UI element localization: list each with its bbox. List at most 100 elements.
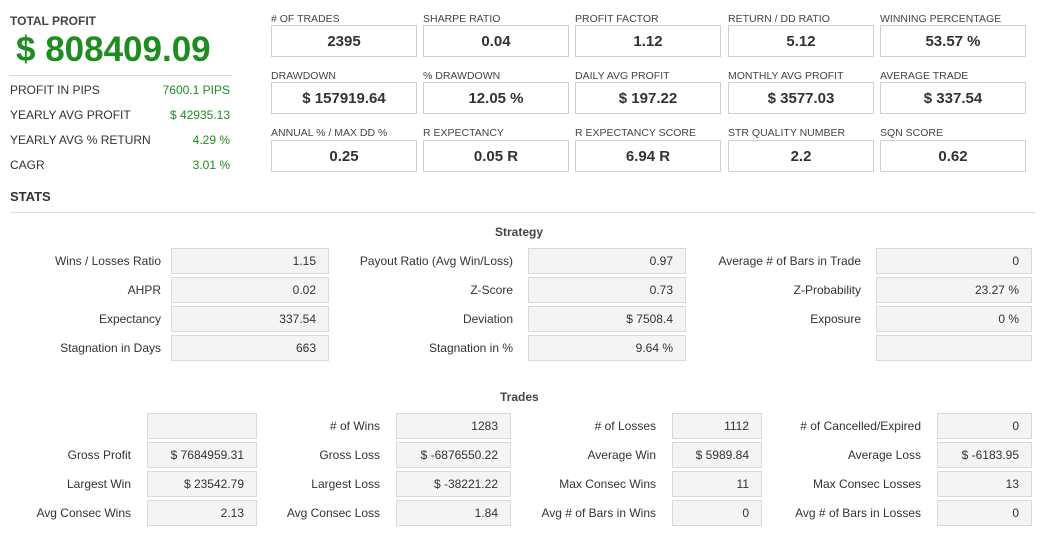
summary-row-label: YEARLY AVG PROFIT — [10, 108, 131, 122]
metric-label-winning-percentage: WINNING PERCENTAGE — [880, 13, 1002, 25]
trades-label-avg-of-bars-in-losses: Avg # of Bars in Losses — [795, 506, 921, 520]
metric-value-profit-factor: 1.12 — [575, 25, 721, 57]
metric-value-r-expectancy: 0.05 R — [423, 140, 569, 172]
summary-row-label: PROFIT IN PIPS — [10, 83, 100, 97]
trades-label-avg-consec-wins: Avg Consec Wins — [36, 506, 131, 520]
strategy-value-ahpr: 0.02 — [171, 277, 329, 303]
strategy-value-expectancy: 337.54 — [171, 306, 329, 332]
trades-label-max-consec-wins: Max Consec Wins — [559, 477, 656, 491]
trades-label-of-losses: # of Losses — [594, 419, 656, 433]
metric-label-drawdown: % DRAWDOWN — [423, 70, 501, 82]
trades-label-average-loss: Average Loss — [847, 448, 921, 462]
metric-label-profit-factor: PROFIT FACTOR — [575, 13, 659, 25]
strategy-label-stagnation-in: Stagnation in % — [428, 341, 513, 355]
summary-row-value: 7600.1 PIPS — [162, 83, 230, 97]
metric-label-annual-max-dd: ANNUAL % / MAX DD % — [271, 127, 388, 139]
metric-value-average-trade: $ 337.54 — [880, 82, 1026, 114]
strategy-value-z-score: 0.73 — [528, 277, 686, 303]
metric-value-monthly-avg-profit: $ 3577.03 — [728, 82, 874, 114]
strategy-value-payout-ratio-avg-win-loss: 0.97 — [528, 248, 686, 274]
metric-value-sharpe-ratio: 0.04 — [423, 25, 569, 57]
trades-value-of-wins: 1283 — [396, 413, 511, 439]
strategy-label-ahpr: AHPR — [127, 283, 161, 297]
trades-value-gross-loss: $ -6876550.22 — [396, 442, 511, 468]
trades-label-gross-loss: Gross Loss — [319, 448, 380, 462]
trades-value-average-loss: $ -6183.95 — [937, 442, 1032, 468]
trades-value-largest-loss: $ -38221.22 — [396, 471, 511, 497]
metric-label-drawdown: DRAWDOWN — [271, 70, 336, 82]
strategy-label-average-of-bars-in-trade: Average # of Bars in Trade — [718, 254, 861, 268]
summary-row-value: $ 42935.13 — [169, 108, 230, 122]
metric-value-return-dd-ratio: 5.12 — [728, 25, 874, 57]
strategy-label-stagnation-in-days: Stagnation in Days — [60, 341, 161, 355]
metric-value-sqn-score: 0.62 — [880, 140, 1026, 172]
stats-divider — [10, 212, 1036, 213]
strategy-value-stagnation-in-days: 663 — [171, 335, 329, 361]
metric-label-of-trades: # OF TRADES — [271, 13, 340, 25]
metric-label-sqn-score: SQN SCORE — [880, 127, 944, 139]
metric-value-of-trades: 2395 — [271, 25, 417, 57]
strategy-label-empty — [0, 335, 861, 361]
strategy-value-empty — [876, 335, 1032, 361]
trades-value-avg-consec-loss: 1.84 — [396, 500, 511, 526]
trades-value-gross-profit: $ 7684959.31 — [147, 442, 257, 468]
metric-label-average-trade: AVERAGE TRADE — [880, 70, 969, 82]
strategy-section-title: Strategy — [495, 225, 544, 239]
summary-row-yearly-avg-return: YEARLY AVG % RETURN 4.29 % — [10, 133, 230, 151]
trades-value-average-win: $ 5989.84 — [672, 442, 762, 468]
summary-row-label: YEARLY AVG % RETURN — [10, 133, 151, 147]
trades-value-avg-of-bars-in-losses: 0 — [937, 500, 1032, 526]
summary-row-cagr: CAGR 3.01 % — [10, 158, 230, 176]
trades-value-avg-consec-wins: 2.13 — [147, 500, 257, 526]
total-profit-value: $ 808409.09 — [16, 30, 211, 69]
strategy-value-average-of-bars-in-trade: 0 — [876, 248, 1032, 274]
trades-label-avg-of-bars-in-wins: Avg # of Bars in Wins — [541, 506, 657, 520]
trades-label-of-cancelled-expired: # of Cancelled/Expired — [800, 419, 921, 433]
trades-section-title: Trades — [500, 390, 539, 404]
trades-value-of-cancelled-expired: 0 — [937, 413, 1032, 439]
trades-value-max-consec-wins: 11 — [672, 471, 762, 497]
summary-divider — [10, 75, 232, 76]
metric-value-str-quality-number: 2.2 — [728, 140, 874, 172]
trades-label-average-win: Average Win — [587, 448, 656, 462]
summary-row-value: 3.01 % — [192, 158, 230, 172]
trades-value-max-consec-losses: 13 — [937, 471, 1032, 497]
trades-label-largest-loss: Largest Loss — [311, 477, 380, 491]
trades-label-avg-consec-loss: Avg Consec Loss — [286, 506, 380, 520]
strategy-value-stagnation-in: 9.64 % — [528, 335, 686, 361]
trades-label-largest-win: Largest Win — [66, 477, 131, 491]
metric-label-return-dd-ratio: RETURN / DD RATIO — [728, 13, 830, 25]
strategy-value-wins-losses-ratio: 1.15 — [171, 248, 329, 274]
metric-value-drawdown: $ 157919.64 — [271, 82, 417, 114]
strategy-label-z-score: Z-Score — [470, 283, 513, 297]
metric-value-winning-percentage: 53.57 % — [880, 25, 1026, 57]
metric-value-r-expectancy-score: 6.94 R — [575, 140, 721, 172]
summary-row-profit-in-pips: PROFIT IN PIPS 7600.1 PIPS — [10, 83, 230, 101]
trades-value-largest-win: $ 23542.79 — [147, 471, 257, 497]
strategy-label-exposure: Exposure — [810, 312, 861, 326]
stats-title: STATS — [10, 189, 51, 204]
summary-row-label: CAGR — [10, 158, 45, 172]
strategy-value-z-probability: 23.27 % — [876, 277, 1032, 303]
strategy-label-deviation: Deviation — [462, 312, 513, 326]
metric-label-str-quality-number: STR QUALITY NUMBER — [728, 127, 846, 139]
metric-value-drawdown: 12.05 % — [423, 82, 569, 114]
strategy-label-z-probability: Z-Probability — [793, 283, 861, 297]
metric-label-r-expectancy-score: R EXPECTANCY SCORE — [575, 127, 696, 139]
trades-label-of-wins: # of Wins — [329, 419, 380, 433]
total-profit-label: TOTAL PROFIT — [10, 14, 96, 28]
strategy-value-deviation: $ 7508.4 — [528, 306, 686, 332]
strategy-value-exposure: 0 % — [876, 306, 1032, 332]
trades-value-of-losses: 1112 — [672, 413, 762, 439]
strategy-label-wins-losses-ratio: Wins / Losses Ratio — [54, 254, 161, 268]
trades-value-avg-of-bars-in-wins: 0 — [672, 500, 762, 526]
trades-value-empty — [147, 413, 257, 439]
metric-label-monthly-avg-profit: MONTHLY AVG PROFIT — [728, 70, 844, 82]
metric-label-sharpe-ratio: SHARPE RATIO — [423, 13, 501, 25]
trades-label-max-consec-losses: Max Consec Losses — [812, 477, 921, 491]
trades-label-gross-profit: Gross Profit — [67, 448, 131, 462]
metric-label-r-expectancy: R EXPECTANCY — [423, 127, 504, 139]
metric-label-daily-avg-profit: DAILY AVG PROFIT — [575, 70, 670, 82]
strategy-label-payout-ratio-avg-win-loss: Payout Ratio (Avg Win/Loss) — [359, 254, 513, 268]
summary-row-yearly-avg-profit: YEARLY AVG PROFIT $ 42935.13 — [10, 108, 230, 126]
